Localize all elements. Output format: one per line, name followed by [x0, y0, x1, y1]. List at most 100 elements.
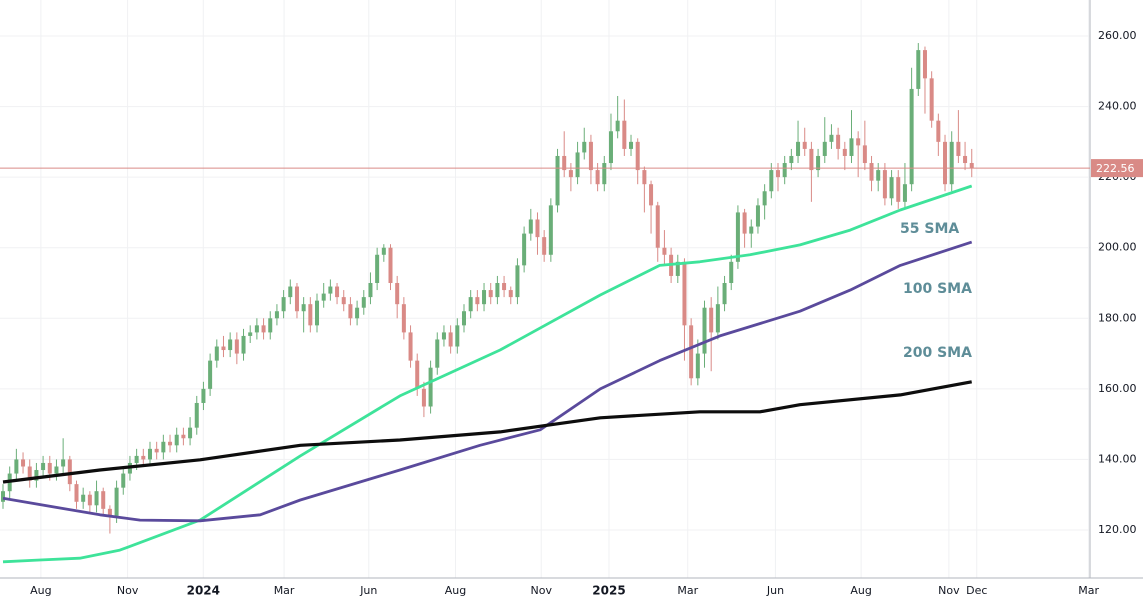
candle-body [1, 491, 6, 502]
candle-body [161, 441, 166, 453]
candle-body [849, 138, 854, 156]
candle-body [775, 170, 781, 178]
candle-body [461, 311, 466, 326]
candle-body [889, 177, 894, 199]
last-price-box [1091, 159, 1143, 178]
candle-body [809, 148, 814, 171]
candle-body [67, 459, 72, 485]
candle-body [735, 212, 740, 262]
candle-body [482, 290, 487, 305]
candle-body [542, 237, 547, 255]
candle-body [802, 141, 807, 149]
candle-body [335, 286, 340, 298]
candle-body [755, 205, 760, 227]
candle-body [836, 134, 841, 149]
candle-body [789, 155, 794, 164]
candle-body [662, 247, 667, 255]
candle-body [568, 170, 573, 178]
candle-body [769, 170, 774, 192]
candle-body [555, 155, 560, 206]
candle-body [742, 212, 747, 234]
candle-body [448, 332, 453, 347]
candle-body [816, 155, 821, 171]
y-tick-label: 180.00 [1098, 311, 1137, 324]
candle-body [655, 205, 660, 248]
candle-body [882, 170, 887, 199]
candle-body [949, 141, 954, 185]
candle-body [488, 290, 493, 298]
candle-body [729, 261, 734, 284]
candle-body [622, 120, 627, 149]
candle-body [856, 138, 861, 146]
x-tick-label: Mar [274, 584, 295, 597]
candle-body [214, 346, 219, 361]
candle-body [147, 448, 152, 460]
candle-body [274, 311, 279, 319]
candle-body [435, 339, 440, 368]
candle-body [315, 300, 320, 326]
candle-body [922, 50, 927, 79]
candle-body [615, 120, 620, 132]
candle-body [294, 286, 299, 312]
candle-body [261, 325, 266, 333]
candle-body [401, 304, 406, 333]
candle-body [715, 304, 720, 333]
candle-body [508, 290, 513, 298]
candle-body [181, 434, 186, 439]
candle-body [595, 170, 600, 185]
candle-body [248, 332, 253, 336]
candle-body [34, 470, 39, 481]
candle-body [709, 307, 714, 333]
sma-label: 100 SMA [903, 281, 972, 297]
candle-body [495, 283, 500, 298]
candle-body [896, 177, 901, 202]
candle-body [174, 434, 179, 446]
sma-line [2, 184, 973, 564]
candle-body [441, 332, 446, 340]
candle-body [468, 297, 473, 312]
candle-body [629, 141, 634, 149]
y-tick-label: 200.00 [1098, 241, 1137, 254]
candle-body [796, 141, 801, 156]
candle-body [602, 163, 607, 185]
candle-body [956, 141, 961, 156]
sma-line [2, 240, 973, 523]
candle-body [588, 141, 593, 171]
y-tick-label: 160.00 [1098, 382, 1137, 395]
candle-body [268, 318, 273, 333]
candle-body [194, 402, 199, 428]
x-tick-label: Dec [966, 584, 987, 597]
candle-body [702, 307, 707, 354]
y-tick-label: 120.00 [1098, 523, 1137, 536]
candle-body [963, 155, 968, 164]
candle-body [682, 261, 687, 326]
candle-body [649, 184, 654, 206]
candle-body [47, 462, 52, 474]
candle-body [535, 219, 540, 238]
candle-body [943, 141, 948, 185]
candle-body [361, 297, 366, 308]
candle-body [241, 335, 246, 354]
candle-body [689, 325, 694, 379]
candle-body [862, 145, 867, 164]
candle-body [722, 283, 727, 305]
candle-body [869, 163, 874, 181]
candle-body [87, 494, 92, 506]
candle-body [515, 265, 520, 298]
candle-body [348, 304, 353, 319]
candle-body [188, 427, 193, 439]
candle-body [876, 170, 881, 181]
candle-body [381, 247, 386, 255]
candle-body [502, 283, 507, 291]
candle-body [675, 261, 680, 276]
x-tick-label: 2024 [187, 584, 220, 598]
sma-label: 55 SMA [900, 221, 959, 237]
candle-body [388, 247, 393, 284]
candle-body [328, 286, 333, 294]
candle-body [562, 155, 567, 171]
candle-body [134, 455, 139, 463]
candle-body [842, 148, 847, 156]
candle-body [455, 325, 460, 347]
candle-body [288, 286, 293, 298]
